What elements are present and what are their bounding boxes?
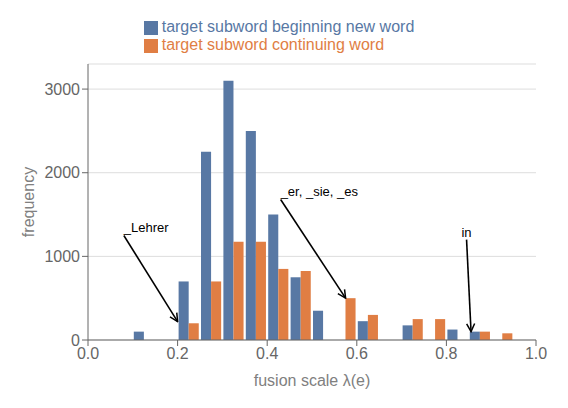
svg-text:1000: 1000: [44, 248, 80, 265]
svg-text:fusion scale λ(e): fusion scale λ(e): [254, 372, 371, 389]
svg-text:0: 0: [71, 332, 80, 349]
svg-text:2000: 2000: [44, 164, 80, 181]
svg-text:0.6: 0.6: [346, 345, 368, 362]
svg-text:in: in: [461, 225, 471, 240]
svg-text:0.8: 0.8: [435, 345, 457, 362]
svg-text:1.0: 1.0: [525, 345, 547, 362]
svg-text:0.0: 0.0: [77, 345, 99, 362]
svg-text:0.2: 0.2: [166, 345, 188, 362]
svg-text:0.4: 0.4: [256, 345, 278, 362]
html-text:target subword beginning new w: target subword beginning new word: [161, 18, 415, 35]
svg-text:_er, _sie, _es: _er, _sie, _es: [280, 184, 359, 199]
svg-text:3000: 3000: [44, 81, 80, 98]
html-text:target subword continuing word: target subword continuing word: [161, 36, 384, 53]
svg-text:_Lehrer: _Lehrer: [123, 220, 169, 235]
svg-text:frequency: frequency: [20, 167, 37, 237]
